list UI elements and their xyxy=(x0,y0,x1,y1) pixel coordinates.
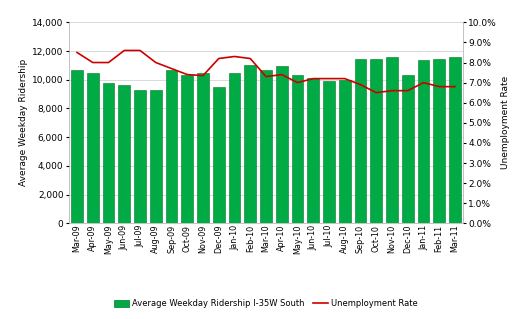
Bar xyxy=(87,73,98,223)
Bar xyxy=(197,73,209,223)
Bar xyxy=(323,81,335,223)
Bar xyxy=(418,60,429,223)
Bar xyxy=(292,75,303,223)
Bar xyxy=(229,73,240,223)
Bar xyxy=(165,70,177,223)
Bar xyxy=(260,70,272,223)
Legend: Average Weekday Ridership I-35W South, Unemployment Rate: Average Weekday Ridership I-35W South, U… xyxy=(111,296,421,312)
Bar xyxy=(307,78,319,223)
Bar xyxy=(244,65,256,223)
Bar xyxy=(276,66,288,223)
Bar xyxy=(213,87,225,223)
Y-axis label: Average Weekday Ridership: Average Weekday Ridership xyxy=(19,59,28,186)
Bar xyxy=(103,83,114,223)
Bar xyxy=(433,59,445,223)
Bar xyxy=(134,90,146,223)
Bar xyxy=(181,75,193,223)
Bar xyxy=(354,59,367,223)
Bar xyxy=(339,80,351,223)
Bar xyxy=(71,70,83,223)
Bar xyxy=(386,57,398,223)
Bar xyxy=(118,85,130,223)
Bar xyxy=(150,90,162,223)
Bar xyxy=(402,75,413,223)
Bar xyxy=(370,59,382,223)
Y-axis label: Unemployment Rate: Unemployment Rate xyxy=(501,76,510,169)
Bar xyxy=(449,57,461,223)
